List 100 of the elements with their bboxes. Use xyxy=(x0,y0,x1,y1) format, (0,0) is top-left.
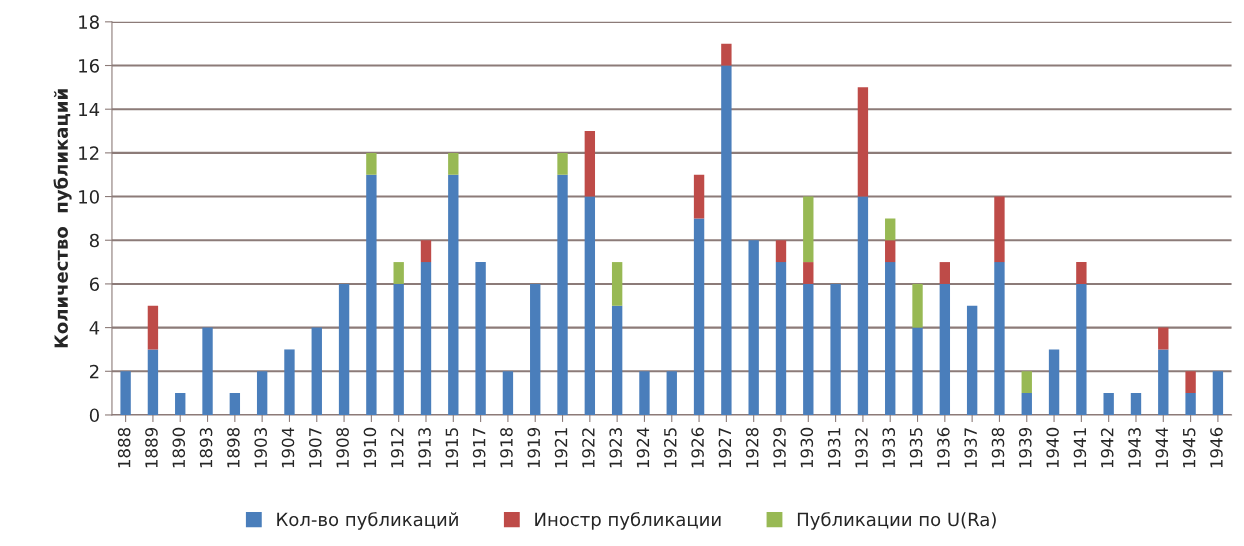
bar xyxy=(420,240,432,263)
x-tick-label: 1946 xyxy=(1210,427,1223,468)
bar xyxy=(748,240,759,415)
y-tick-label: 16 xyxy=(79,58,100,73)
bar xyxy=(256,371,268,415)
y-tick-label: 2 xyxy=(89,364,99,379)
bar xyxy=(775,262,787,415)
bar xyxy=(175,393,186,415)
bar xyxy=(420,262,432,415)
x-tick-label: 1931 xyxy=(827,428,841,468)
bar xyxy=(1021,371,1032,394)
y-tick-label: 18 xyxy=(79,15,99,29)
y-tick-label: 4 xyxy=(89,321,100,335)
x-tick-label: 1915 xyxy=(445,428,459,468)
x-tick-label: 1926 xyxy=(691,427,704,468)
bar xyxy=(1103,393,1114,415)
y-axis-title: Количество публикаций xyxy=(53,89,72,348)
x-tick-label: 1890 xyxy=(172,427,186,468)
x-tick-label: 1921 xyxy=(554,428,568,468)
bar xyxy=(311,327,322,415)
bar xyxy=(611,305,623,415)
bar xyxy=(1021,393,1032,415)
x-tick-label: 1933 xyxy=(882,428,896,468)
x-tick-label: 1937 xyxy=(964,428,977,468)
bar xyxy=(1130,393,1142,415)
y-tick-label: 6 xyxy=(89,277,100,292)
y-tick-label: 12 xyxy=(79,146,99,160)
x-tick-label: 1888 xyxy=(117,427,131,468)
bar xyxy=(994,196,1005,263)
bar xyxy=(338,283,350,415)
bar xyxy=(775,240,787,263)
bar xyxy=(584,131,596,197)
legend-label: Иностр публикации xyxy=(535,511,721,530)
x-tick-label: 1936 xyxy=(937,427,950,468)
bar xyxy=(966,305,978,415)
x-tick-label: 1943 xyxy=(1128,428,1141,468)
x-tick-label: 1925 xyxy=(663,428,677,468)
bar xyxy=(885,240,896,263)
bar xyxy=(639,371,650,415)
bar xyxy=(202,327,213,415)
x-tick-label: 1898 xyxy=(227,427,240,468)
x-tick-label: 1929 xyxy=(773,427,786,468)
x-tick-label: 1907 xyxy=(308,428,322,468)
bar xyxy=(803,196,814,263)
bar xyxy=(448,174,459,415)
bar xyxy=(1076,283,1087,415)
bar xyxy=(721,65,732,415)
x-tick-label: 1930 xyxy=(800,427,814,468)
bar xyxy=(885,218,896,241)
bar xyxy=(1076,262,1087,284)
bar xyxy=(830,283,841,415)
x-tick-label: 1927 xyxy=(718,428,732,468)
bar xyxy=(857,196,869,415)
bar xyxy=(557,152,568,175)
bar xyxy=(1048,349,1060,415)
x-tick-label: 1942 xyxy=(1100,428,1114,468)
x-tick-label: 1928 xyxy=(745,427,759,468)
x-tick-label: 1945 xyxy=(1182,428,1196,468)
bar xyxy=(147,349,159,415)
bar xyxy=(502,371,514,415)
bar xyxy=(1185,393,1196,415)
bar xyxy=(803,262,814,284)
x-tick-label: 1918 xyxy=(500,427,513,468)
x-tick-label: 1922 xyxy=(582,428,595,468)
bar xyxy=(557,174,568,415)
x-tick-label: 1913 xyxy=(418,428,431,468)
x-tick-label: 1908 xyxy=(336,427,349,468)
x-tick-label: 1944 xyxy=(1155,427,1169,468)
bar xyxy=(693,174,705,219)
x-tick-label: 1903 xyxy=(254,428,267,468)
bar xyxy=(885,262,896,415)
bar xyxy=(120,371,131,415)
bar xyxy=(1185,371,1196,394)
bar xyxy=(284,349,295,415)
bar xyxy=(229,393,241,415)
bar xyxy=(147,305,159,350)
bar xyxy=(1158,327,1169,350)
bar xyxy=(611,262,623,306)
x-tick-label: 1932 xyxy=(855,428,868,468)
x-tick-label: 1912 xyxy=(390,428,404,468)
bar xyxy=(448,152,459,175)
bar xyxy=(393,262,404,284)
bar xyxy=(939,283,951,415)
y-tick-label: 14 xyxy=(79,102,100,117)
x-tick-label: 1889 xyxy=(145,427,158,468)
y-tick-label: 10 xyxy=(79,190,99,204)
x-tick-label: 1938 xyxy=(991,427,1005,468)
y-tick-label: 0 xyxy=(89,408,99,423)
bar xyxy=(939,262,951,284)
bar xyxy=(912,327,923,415)
x-tick-label: 1910 xyxy=(363,427,377,468)
legend-label: Кол-во публикаций xyxy=(277,511,458,530)
x-tick-label: 1924 xyxy=(636,427,650,468)
bar xyxy=(1158,349,1169,415)
legend-label: Публикации по U(Ra) xyxy=(797,511,996,530)
bar xyxy=(475,262,486,415)
bar xyxy=(912,283,923,328)
x-tick-label: 1923 xyxy=(609,428,622,468)
bar xyxy=(366,152,377,175)
x-tick-label: 1940 xyxy=(1046,427,1059,468)
